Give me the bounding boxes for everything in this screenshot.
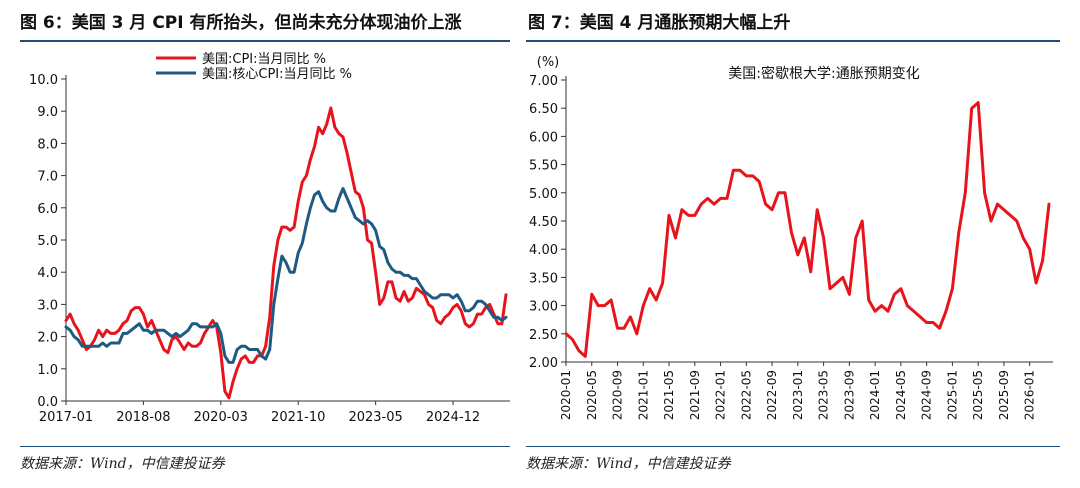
figure-title: 图 7：美国 4 月通胀预期大幅上升	[528, 13, 791, 33]
source-note: 数据来源：Wind，中信建投证券	[20, 456, 225, 472]
legend-label: 美国:CPI:当月同比 %	[202, 52, 326, 67]
x-tick-label: 2024-09	[920, 370, 934, 420]
right-figure-panel: 图 7：美国 4 月通胀预期大幅上升 2.00 2.50 3.00 3.50 4.00 4…	[526, 0, 1080, 488]
x-tick-label: 2026-01	[1023, 370, 1037, 420]
x-tick-label: 2020-05	[585, 370, 599, 420]
x-tick-label: 2021-01	[636, 370, 650, 420]
left-figure-panel: 图 6：美国 3 月 CPI 有所抬头，但尚未充分体现油价上涨 0.0 1.0 2.…	[0, 0, 526, 488]
x-tick-label: 2025-09	[997, 370, 1011, 420]
y-tick-label: 2.0	[37, 331, 58, 346]
x-tick-label: 2023-05	[348, 410, 402, 425]
y-tick-label: 7.00	[529, 74, 558, 89]
y-tick-label: 3.00	[529, 300, 558, 315]
inflation-expectation-chart: 2.00 2.50 3.00 3.50 4.00 4.50 5.00 5.50 6.00 6.50…	[529, 55, 1053, 420]
y-tick-label: 2.00	[529, 356, 558, 371]
x-tick-label: 2025-05	[971, 370, 985, 420]
x-tick-label: 2023-09	[842, 370, 856, 420]
x-tick-label: 2021-10	[271, 410, 325, 425]
x-tick-label: 2024-12	[426, 410, 480, 425]
x-tick-label: 2021-09	[688, 370, 702, 420]
y-tick-label: 10.0	[29, 73, 58, 88]
y-tick-label: 2.50	[529, 328, 558, 343]
cpi-chart: 0.0 1.0 2.0 3.0 4.0 5.0 6.0 7.0 8.0 9.0 10.0 2017-0…	[29, 52, 510, 425]
source-note: 数据来源：Wind，中信建投证券	[526, 456, 731, 472]
x-tick-label: 2020-01	[559, 370, 573, 420]
y-tick-label: 6.00	[529, 130, 558, 145]
x-tick-label: 2020-09	[611, 370, 625, 420]
series-line	[64, 106, 508, 400]
title-rule	[526, 40, 1060, 42]
x-tick-label: 2021-05	[662, 370, 676, 420]
x-tick-label: 2024-01	[868, 370, 882, 420]
legend-label: 美国:核心CPI:当月同比 %	[202, 67, 352, 82]
y-tick-label: 6.0	[37, 202, 58, 217]
y-tick-label: 6.50	[529, 102, 558, 117]
source-rule	[526, 446, 1060, 447]
y-tick-label: 5.00	[529, 187, 558, 202]
y-tick-label: 4.00	[529, 243, 558, 258]
x-tick-label: 2017-01	[39, 410, 93, 425]
y-axis-unit: (%)	[537, 55, 560, 70]
x-tick-label: 2024-05	[894, 370, 908, 420]
x-tick-label: 2022-05	[739, 370, 753, 420]
series-line	[64, 187, 508, 364]
title-rule	[20, 40, 510, 42]
y-tick-label: 4.0	[37, 266, 58, 281]
y-tick-label: 3.0	[37, 298, 58, 313]
y-tick-label: 7.0	[37, 170, 58, 185]
x-tick-label: 2018-08	[116, 410, 170, 425]
x-tick-label: 2023-01	[791, 370, 805, 420]
y-tick-label: 1.0	[37, 363, 58, 378]
y-tick-label: 5.50	[529, 159, 558, 174]
x-tick-label: 2025-01	[945, 370, 959, 420]
x-tick-label: 2020-03	[194, 410, 248, 425]
x-tick-label: 2022-09	[765, 370, 779, 420]
source-rule	[20, 446, 510, 447]
y-tick-label: 0.0	[37, 395, 58, 410]
x-tick-label: 2022-01	[714, 370, 728, 420]
x-tick-label: 2023-05	[817, 370, 831, 420]
figure-title: 图 6：美国 3 月 CPI 有所抬头，但尚未充分体现油价上涨	[20, 13, 462, 33]
y-tick-label: 4.50	[529, 215, 558, 230]
series-line	[564, 101, 1051, 358]
y-tick-label: 8.0	[37, 137, 58, 152]
y-tick-label: 9.0	[37, 105, 58, 120]
chart-title: 美国:密歇根大学:通胀预期变化	[728, 65, 919, 82]
y-tick-label: 5.0	[37, 234, 58, 249]
y-tick-label: 3.50	[529, 271, 558, 286]
